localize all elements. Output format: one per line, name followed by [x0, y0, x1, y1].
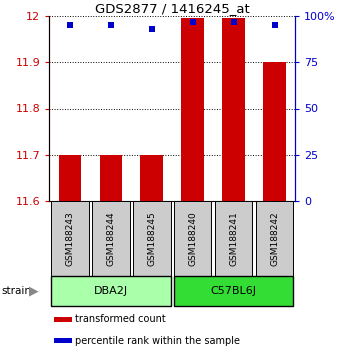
Bar	[100, 155, 122, 201]
Text: strain: strain	[2, 286, 32, 296]
Bar	[181, 18, 204, 201]
Bar	[54, 316, 72, 322]
Text: GSM188243: GSM188243	[65, 211, 74, 266]
Point	[231, 19, 236, 24]
Bar	[51, 201, 89, 276]
Bar	[215, 201, 252, 276]
Bar	[92, 201, 130, 276]
Bar	[51, 276, 170, 306]
Text: ▶: ▶	[29, 285, 39, 297]
Point	[190, 19, 195, 24]
Text: GSM188245: GSM188245	[147, 211, 156, 266]
Text: percentile rank within the sample: percentile rank within the sample	[75, 336, 240, 346]
Text: C57BL6J: C57BL6J	[211, 286, 256, 296]
Point	[108, 22, 114, 28]
Bar	[140, 155, 163, 201]
Point	[149, 26, 154, 32]
Bar	[133, 201, 170, 276]
Bar	[263, 62, 286, 201]
Text: transformed count: transformed count	[75, 314, 166, 324]
Bar	[222, 18, 245, 201]
Text: GSM188242: GSM188242	[270, 211, 279, 266]
Point	[272, 22, 277, 28]
Text: GSM188240: GSM188240	[188, 211, 197, 266]
Text: DBA2J: DBA2J	[94, 286, 128, 296]
Bar	[174, 276, 293, 306]
Bar	[54, 338, 72, 343]
Bar	[174, 201, 211, 276]
Title: GDS2877 / 1416245_at: GDS2877 / 1416245_at	[95, 2, 250, 15]
Text: GSM188241: GSM188241	[229, 211, 238, 266]
Bar	[256, 201, 293, 276]
Bar	[59, 155, 81, 201]
Point	[67, 22, 73, 28]
Text: GSM188244: GSM188244	[106, 211, 115, 266]
